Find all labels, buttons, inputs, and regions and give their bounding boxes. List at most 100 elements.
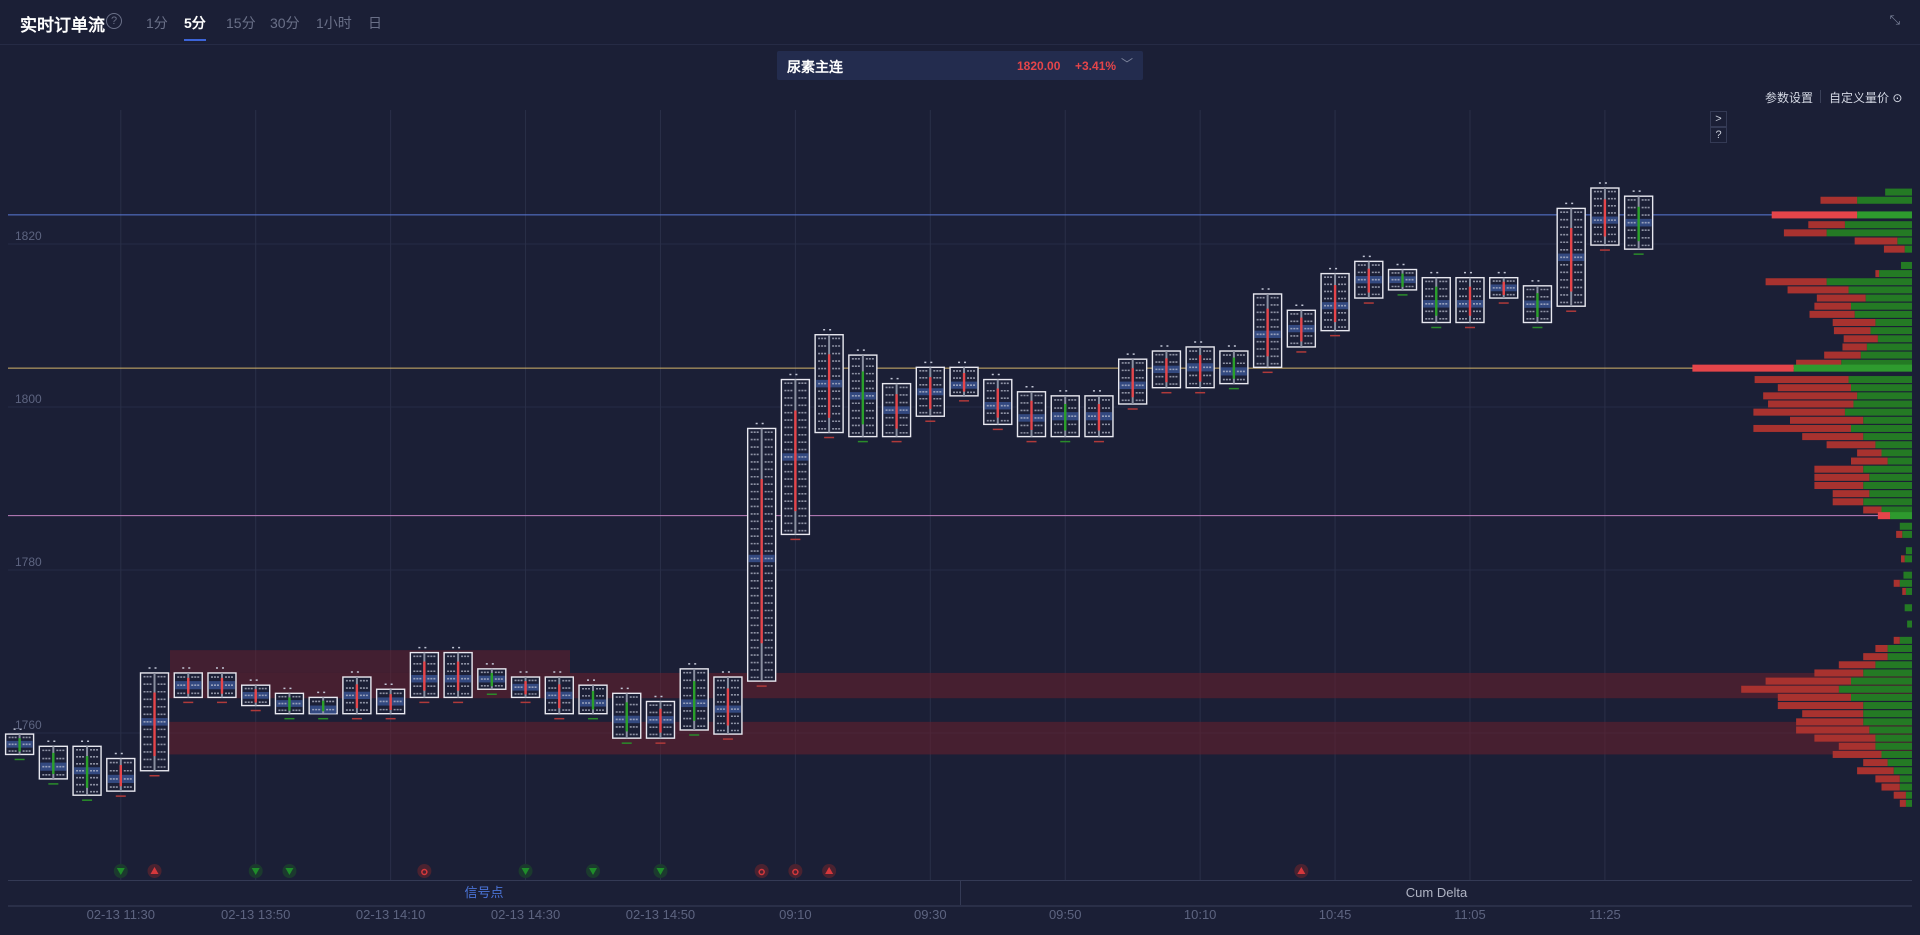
arrow-down-icon (251, 868, 260, 875)
help-button[interactable]: ? (1710, 127, 1727, 143)
profile-buy-bar (1875, 742, 1912, 750)
profile-sell-bar (1796, 718, 1864, 726)
signal-down-icon[interactable] (248, 864, 263, 878)
x-tick-label: 10:45 (1318, 907, 1352, 922)
tab-1hour[interactable]: 1小时 (316, 15, 352, 31)
footprint-candle (746, 422, 777, 687)
tab-15min[interactable]: 15分 (226, 15, 256, 31)
page-title: 实时订单流 (20, 16, 105, 35)
profile-buy-bar (1881, 506, 1912, 514)
footprint-candle (308, 691, 338, 720)
footprint-candle (1489, 271, 1519, 304)
profile-sell-bar (1796, 359, 1842, 367)
profile-buy-bar (1848, 286, 1912, 294)
profile-buy-bar (1904, 604, 1912, 612)
profile-buy-bar (1869, 473, 1912, 481)
tab-5min[interactable]: 5分 (184, 15, 206, 41)
footprint-candle (1084, 390, 1114, 443)
footprint-candle (915, 361, 946, 422)
profile-buy-bar (1865, 294, 1912, 302)
footprint-candle (1623, 190, 1654, 255)
footprint-candle (274, 687, 305, 720)
tab-1min[interactable]: 1分 (146, 15, 168, 31)
footprint-candle (1421, 271, 1451, 329)
custom-price-link[interactable]: 自定义量价 ⊙ (1829, 89, 1902, 106)
footprint-candle (814, 328, 844, 439)
profile-buy-bar (1902, 530, 1912, 538)
expand-button[interactable]: > (1710, 111, 1727, 127)
profile-sell-bar (1765, 278, 1827, 286)
arrow-down-icon (656, 868, 665, 875)
profile-buy-bar (1848, 376, 1912, 384)
x-tick-label: 09:50 (1048, 907, 1082, 922)
signal-down-icon[interactable] (653, 864, 668, 878)
x-tick-label: 02-13 13:50 (221, 907, 291, 922)
profile-sell-bar (1816, 294, 1866, 302)
footprint-candle (1590, 182, 1620, 251)
profile-buy-bar (1863, 416, 1912, 424)
profile-sell-bar (1832, 319, 1876, 326)
profile-buy-bar (1893, 767, 1912, 775)
x-tick-label: 02-13 11:30 (86, 907, 155, 922)
profile-buy-bar (1887, 653, 1912, 661)
collapse-arrows-icon[interactable]: ⤡ (1889, 12, 1900, 27)
footprint-candle (544, 671, 574, 720)
signal-up-icon[interactable] (822, 864, 837, 878)
zone-band (140, 721, 1912, 755)
footprint-candle (1286, 304, 1317, 353)
profile-sell-bar (1883, 245, 1905, 253)
footprint-candle (949, 361, 979, 402)
profile-buy-bar (1904, 555, 1912, 563)
footprint-candle (72, 740, 102, 801)
footprint-candle (612, 687, 642, 744)
signal-down-icon[interactable] (586, 864, 601, 878)
question-circle-icon[interactable]: ? (106, 13, 122, 29)
tab-30min[interactable]: 30分 (270, 15, 300, 31)
profile-buy-bar (1851, 693, 1912, 701)
profile-sell-bar (1814, 482, 1864, 489)
tab-day[interactable]: 日 (368, 15, 382, 31)
chevron-down-icon[interactable]: ﹀ (1120, 57, 1133, 71)
profile-buy-bar (1875, 441, 1912, 449)
signal-mark-icon[interactable] (754, 864, 769, 878)
profile-buy-bar (1885, 188, 1912, 196)
footprint-candle (645, 695, 676, 744)
profile-sell-bar (1902, 587, 1906, 595)
footprint-candle (477, 663, 507, 695)
signal-down-icon[interactable] (113, 864, 128, 878)
signal-mark-icon[interactable] (417, 864, 432, 878)
profile-sell-bar (1877, 512, 1891, 520)
instrument-selector[interactable]: 尿素主连 1820.00 +3.41% ﹀ (777, 51, 1143, 80)
arrow-down-icon (116, 868, 125, 875)
profile-sell-bar (1893, 579, 1900, 587)
arrow-down-icon (589, 868, 598, 875)
footprint-candle (1320, 267, 1350, 337)
profile-buy-bar (1851, 384, 1912, 392)
mark-icon (792, 868, 799, 876)
mark-icon (758, 868, 765, 876)
footprint-candle (848, 349, 878, 443)
signal-mark-icon[interactable] (788, 864, 803, 878)
arrow-up-icon (1297, 867, 1306, 874)
y-tick-label: 1820 (15, 229, 42, 243)
profile-buy-bar (1899, 522, 1912, 530)
profile-buy-bar (1826, 229, 1912, 237)
profile-sell-bar (1814, 473, 1870, 481)
footprint-candle (375, 683, 406, 720)
signal-down-icon[interactable] (518, 864, 533, 878)
tab-cum-delta[interactable]: Cum Delta (960, 881, 1912, 905)
signal-up-icon[interactable] (1294, 864, 1309, 878)
footprint-candle (713, 671, 743, 740)
footprint-candle (443, 646, 473, 704)
footprint-candle (679, 663, 709, 736)
params-settings-link[interactable]: 参数设置 (1765, 91, 1814, 105)
signal-down-icon[interactable] (282, 864, 297, 878)
signal-up-icon[interactable] (147, 864, 162, 878)
profile-sell-bar (1875, 775, 1900, 783)
profile-sell-bar (1692, 364, 1794, 372)
footprint-candle (139, 667, 170, 777)
divider (8, 905, 1912, 907)
tab-signal-points[interactable]: 信号点 (464, 885, 504, 900)
footprint-candle (1219, 345, 1249, 390)
